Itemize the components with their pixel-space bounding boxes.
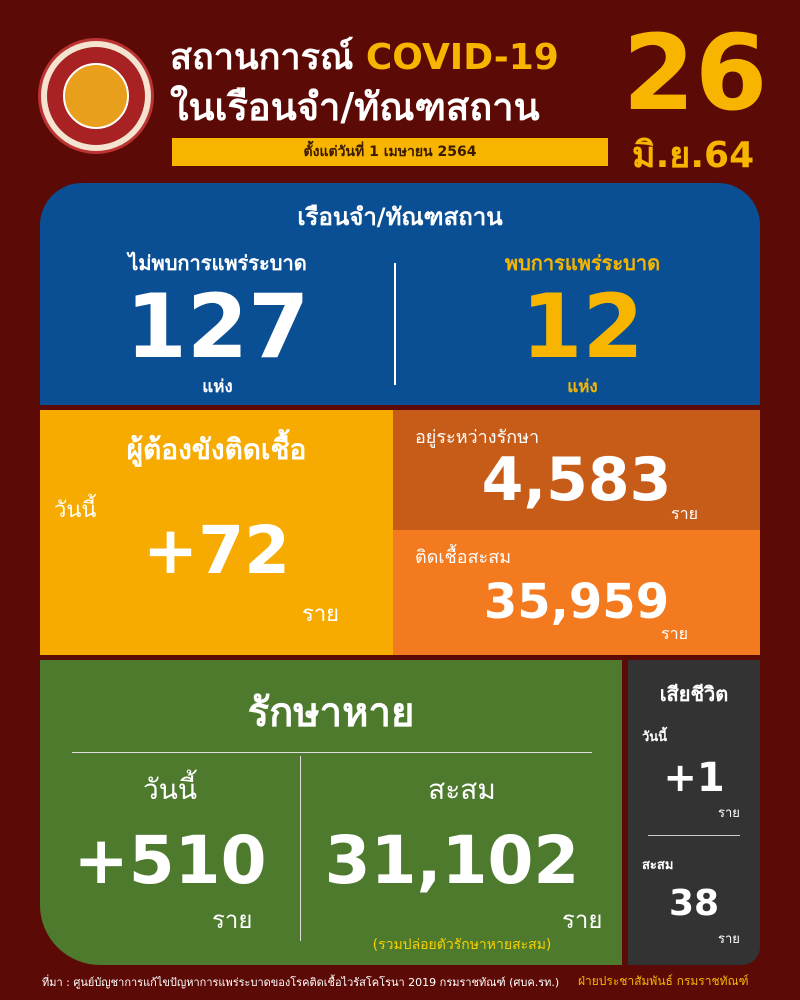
date-day: 26 [622,12,768,134]
recovered-today-value: +510 [73,822,267,899]
recovered-cumulative-value: 31,102 [324,822,580,899]
no-outbreak-value: 127 [125,275,310,378]
cumulative-infected-label: ติดเชื้อสะสม [415,547,512,568]
treating-panel: อยู่ระหว่างรักษา 4,583 ราย [393,410,760,530]
divider [394,263,396,385]
outbreak-value: 12 [521,275,644,378]
treating-value: 4,583 [481,445,672,515]
deaths-cumulative-unit: ราย [718,932,740,947]
deaths-today-label: วันนี้ [642,730,668,745]
source-text: ที่มา : ศูนย์บัญชาการแก้ไขปัญหาการแพร่ระ… [42,976,560,989]
treating-unit: ราย [671,504,698,523]
recovered-cumulative-label: สะสม [428,773,496,806]
since-date-bar: ตั้งแต่วันที่ 1 เมษายน 2564 [172,138,608,166]
title-line2: ในเรือนจำ/ทัณฑสถาน [170,85,540,129]
date-month-year: มิ.ย.64 [631,135,755,176]
recovered-today-unit: ราย [212,906,253,934]
recovered-title: รักษาหาย [247,690,415,736]
divider [72,752,592,753]
department-logo [38,38,154,154]
outbreak-unit: แห่ง [567,377,598,397]
recovered-panel: รักษาหาย วันนี้ +510 ราย สะสม 31,102 ราย… [40,660,622,965]
prisons-title: เรือนจำ/ทัณฑสถาน [297,203,503,231]
deaths-panel: เสียชีวิต วันนี้ +1 ราย สะสม 38 ราย [628,660,760,965]
recovered-cumulative-unit: ราย [562,906,603,934]
infected-today-label: วันนี้ [54,498,97,523]
recovered-today-label: วันนี้ [142,773,197,806]
infected-panel: ผู้ต้องขังติดเชื้อ วันนี้ +72 ราย [40,410,393,655]
deaths-cumulative-label: สะสม [642,858,674,873]
deaths-today-value: +1 [663,755,725,801]
deaths-today-unit: ราย [718,806,740,821]
infected-title: ผู้ต้องขังติดเชื้อ [126,433,307,466]
divider [300,756,301,941]
cumulative-infected-value: 35,959 [483,574,670,630]
cumulative-infected-panel: ติดเชื้อสะสม 35,959 ราย [393,530,760,655]
prisons-panel: เรือนจำ/ทัณฑสถาน ไม่พบการแพร่ระบาด 127 แ… [40,183,760,405]
treating-label: อยู่ระหว่างรักษา [415,427,540,448]
deaths-cumulative-value: 38 [668,883,720,924]
divider [648,835,740,836]
deaths-title: เสียชีวิต [659,682,729,706]
no-outbreak-label: ไม่พบการแพร่ระบาด [128,251,307,275]
title-line1: สถานการณ์ COVID-19 [170,37,559,78]
cumulative-infected-unit: ราย [661,624,688,643]
infected-today-unit: ราย [302,602,340,627]
infected-today-value: +72 [142,512,291,589]
recovered-note: (รวมปล่อยตัวรักษาหายสะสม) [372,937,552,953]
credit-text: ฝ่ายประชาสัมพันธ์ กรมราชทัณฑ์ [578,974,749,988]
no-outbreak-unit: แห่ง [202,377,233,397]
outbreak-label: พบการแพร่ระบาด [504,251,661,275]
